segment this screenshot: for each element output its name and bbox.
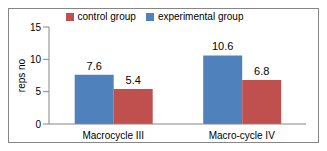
svg-text:10.6: 10.6 [212,40,233,52]
html-text:control group: control group [77,11,136,22]
svg-text:reps no: reps no [16,58,27,92]
svg-text:6.8: 6.8 [254,65,269,77]
svg-text:5: 5 [35,86,41,97]
svg-text:Macrocycle III: Macrocycle III [82,130,144,141]
svg-text:Macro-cycle IV: Macro-cycle IV [209,130,275,141]
svg-text:15: 15 [30,22,42,33]
svg-text:7.6: 7.6 [87,60,102,72]
svg-text:0: 0 [35,119,41,130]
svg-text:5.4: 5.4 [126,74,141,86]
svg-text:10: 10 [30,54,42,65]
html-text:experimental group: experimental group [157,11,244,22]
